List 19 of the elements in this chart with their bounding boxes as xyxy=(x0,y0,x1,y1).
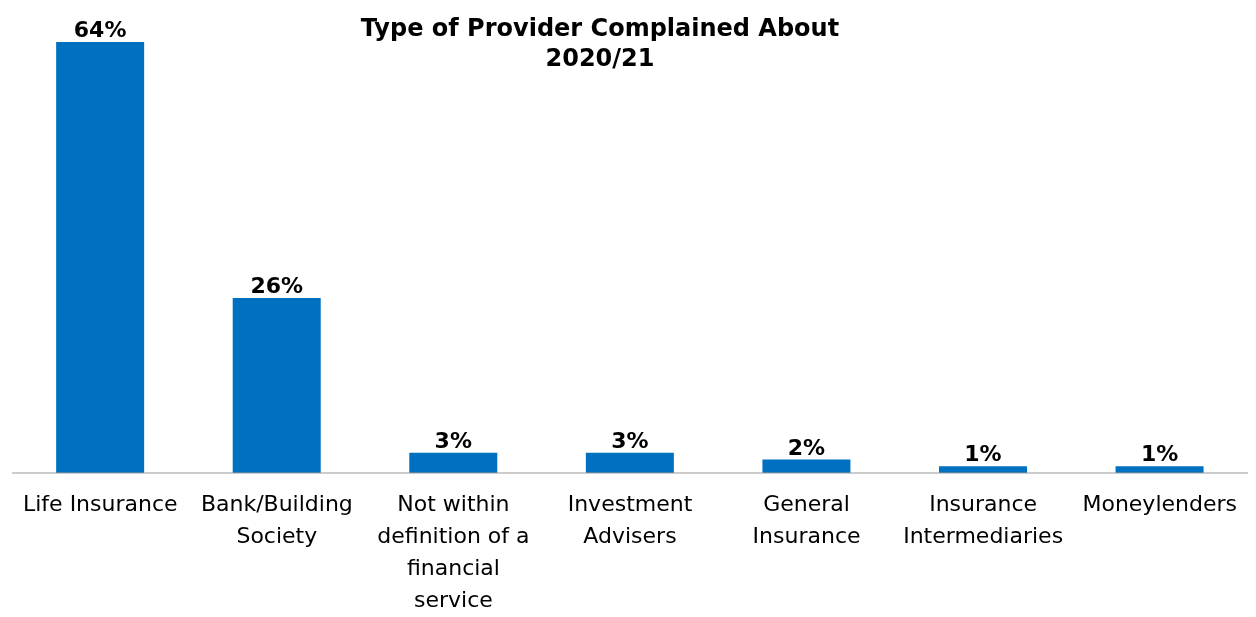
data-label: 1% xyxy=(964,441,1002,467)
chart-title: Type of Provider Complained About 2020/21 xyxy=(360,14,840,72)
data-label: 2% xyxy=(787,434,826,460)
x-tick-label: Investment Advisers xyxy=(567,491,693,548)
bar xyxy=(409,452,498,473)
x-tick-label: Bank/Building Society xyxy=(200,491,353,548)
bar xyxy=(585,452,674,473)
data-label: 64% xyxy=(73,17,127,42)
x-tick-label: Not within definition of a financial service xyxy=(377,491,530,612)
bar xyxy=(56,42,145,473)
bar xyxy=(232,297,321,473)
data-label: 3% xyxy=(611,427,649,453)
x-tick-label: Moneylenders xyxy=(1082,491,1237,516)
x-tick-label: General Insurance xyxy=(752,491,861,548)
data-label: 3% xyxy=(434,427,472,453)
x-tick-label: Insurance Intermediaries xyxy=(903,491,1064,548)
x-tick-label: Life Insurance xyxy=(22,491,178,516)
data-label: 26% xyxy=(250,272,304,298)
data-label: 1% xyxy=(1140,441,1179,467)
